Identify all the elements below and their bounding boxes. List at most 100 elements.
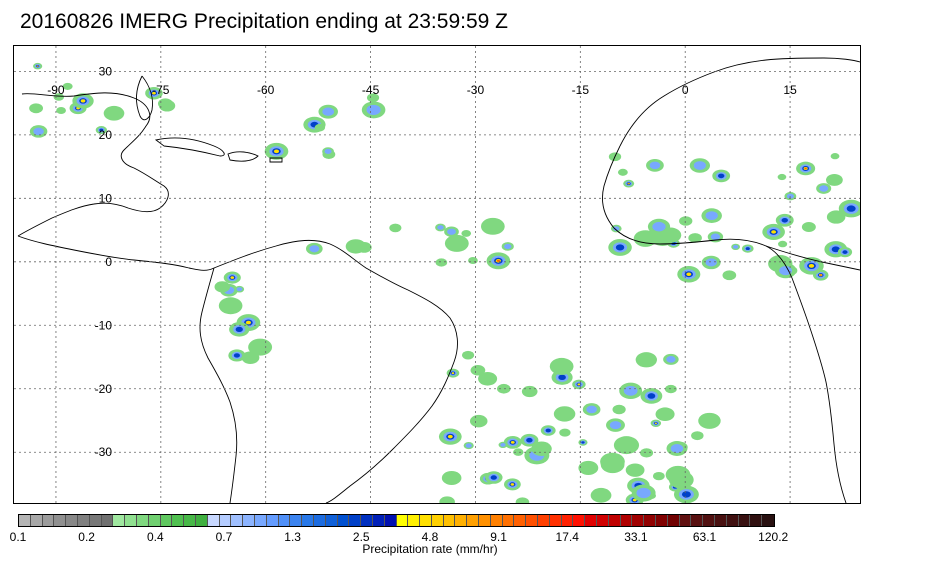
colorbar-swatch xyxy=(396,515,409,526)
colorbar-swatch xyxy=(77,515,90,526)
map-canvas: -90 -75 -60 -45 -30 -15 0 15 30 20 10 0 -10 -20 -30 xyxy=(14,46,860,503)
colorbar-swatch xyxy=(184,515,196,526)
coastline-cuba xyxy=(154,137,225,157)
colorbar-swatch xyxy=(644,515,657,526)
rain-cell xyxy=(545,428,551,433)
colorbar-swatch xyxy=(66,515,78,526)
colorbar-swatch xyxy=(325,515,338,526)
rain-cell xyxy=(668,471,694,489)
rain-cell xyxy=(846,205,856,212)
colorbar-swatch xyxy=(538,515,550,526)
rain-cell xyxy=(635,352,657,368)
colorbar-swatch xyxy=(337,515,350,526)
rain-cell xyxy=(842,250,848,254)
colorbar-swatch xyxy=(632,515,645,526)
rain-cell xyxy=(586,405,597,414)
colorbar-tick-label: 9.1 xyxy=(490,530,507,544)
rain-cell xyxy=(623,385,638,396)
colorbar-swatch xyxy=(549,515,562,526)
colorbar-swatch xyxy=(254,515,267,526)
rain-cell xyxy=(451,372,455,375)
colorbar-swatch xyxy=(290,515,303,526)
coastline-hispaniola xyxy=(227,151,259,162)
colorbar-tick-label: 1.3 xyxy=(284,530,301,544)
coastline-north-america xyxy=(17,92,169,237)
rain-cell xyxy=(688,233,702,243)
colorbar-swatch xyxy=(691,515,704,526)
latitude-labels: 30 20 10 0 -10 -20 -30 xyxy=(95,64,113,459)
colorbar-swatch xyxy=(679,515,692,526)
colorbar-swatch xyxy=(219,515,232,526)
longitude-label: -75 xyxy=(152,83,170,97)
rain-cell xyxy=(717,173,725,179)
rain-cell xyxy=(652,221,666,232)
colorbar-swatch xyxy=(526,515,539,526)
rain-cell xyxy=(615,244,625,251)
colorbar-swatch xyxy=(384,515,397,526)
rain-cell xyxy=(826,173,843,186)
colorbar-swatch xyxy=(160,515,173,526)
rain-cell xyxy=(801,222,816,232)
colorbar-swatch xyxy=(231,515,244,526)
latitude-label: 10 xyxy=(99,191,113,205)
rain-cell xyxy=(553,406,576,422)
colorbar-swatch xyxy=(266,515,279,526)
rain-cell xyxy=(653,471,665,481)
rain-cell xyxy=(722,270,737,281)
rain-cell xyxy=(558,374,566,381)
rain-cell xyxy=(655,407,675,422)
rain-cell xyxy=(732,244,739,249)
colorbar-tick-label: 17.4 xyxy=(555,530,579,544)
longitude-label: -60 xyxy=(257,83,275,97)
colorbar-swatch xyxy=(136,515,149,526)
coastline-africa-north xyxy=(619,57,860,147)
rain-cell xyxy=(705,211,718,221)
colorbar-swatch xyxy=(89,515,102,526)
rain-cell xyxy=(37,65,39,67)
rain-cell xyxy=(830,153,840,160)
colorbar-swatch xyxy=(620,515,633,526)
rain-cell xyxy=(461,229,472,237)
colorbar-swatch xyxy=(349,515,362,526)
rain-cell xyxy=(468,257,478,264)
rain-cell xyxy=(470,365,486,376)
rain-cell xyxy=(496,259,500,262)
rain-cell xyxy=(577,383,581,386)
rain-cell xyxy=(745,247,750,251)
rain-cell xyxy=(526,437,533,443)
coastline xyxy=(17,57,860,503)
rain-cell xyxy=(62,82,73,90)
rain-cell xyxy=(439,496,455,503)
coastline-florida xyxy=(136,75,153,121)
colorbar-swatch xyxy=(561,515,574,526)
longitude-label: -15 xyxy=(572,83,590,97)
colorbar-tick-label: 2.5 xyxy=(352,530,370,544)
colorbar-swatch xyxy=(479,515,491,526)
rain-cell xyxy=(447,228,456,235)
graticule xyxy=(14,46,860,503)
longitude-label: -45 xyxy=(362,83,380,97)
rain-cell xyxy=(480,217,505,235)
rain-cell xyxy=(322,107,335,116)
latitude-label: -30 xyxy=(95,445,113,459)
precipitation-field xyxy=(29,62,860,503)
coastline-south-america-west xyxy=(199,267,238,503)
colorbar-ticks: 0.1 0.2 0.4 0.7 1.3 2.5 4.8 9.1 17.4 33.1 63.1 120.… xyxy=(0,530,944,544)
rain-cell xyxy=(218,297,243,315)
colorbar-swatch xyxy=(408,515,421,526)
rain-cell xyxy=(627,183,630,185)
colorbar-swatch xyxy=(738,515,751,526)
rain-cell xyxy=(559,428,571,437)
latitude-label: -10 xyxy=(95,318,113,332)
colorbar-swatch xyxy=(243,515,255,526)
colorbar-swatch xyxy=(207,515,220,526)
colorbar-swatch xyxy=(302,515,314,526)
coastline-puerto-rico xyxy=(269,157,283,163)
rain-cell xyxy=(666,356,676,363)
rain-cell xyxy=(613,436,640,455)
rain-cell xyxy=(781,218,788,223)
rain-cell xyxy=(389,223,402,233)
coastline-central-america xyxy=(17,235,215,271)
longitude-label: 15 xyxy=(783,83,797,97)
rain-cell xyxy=(515,497,530,503)
